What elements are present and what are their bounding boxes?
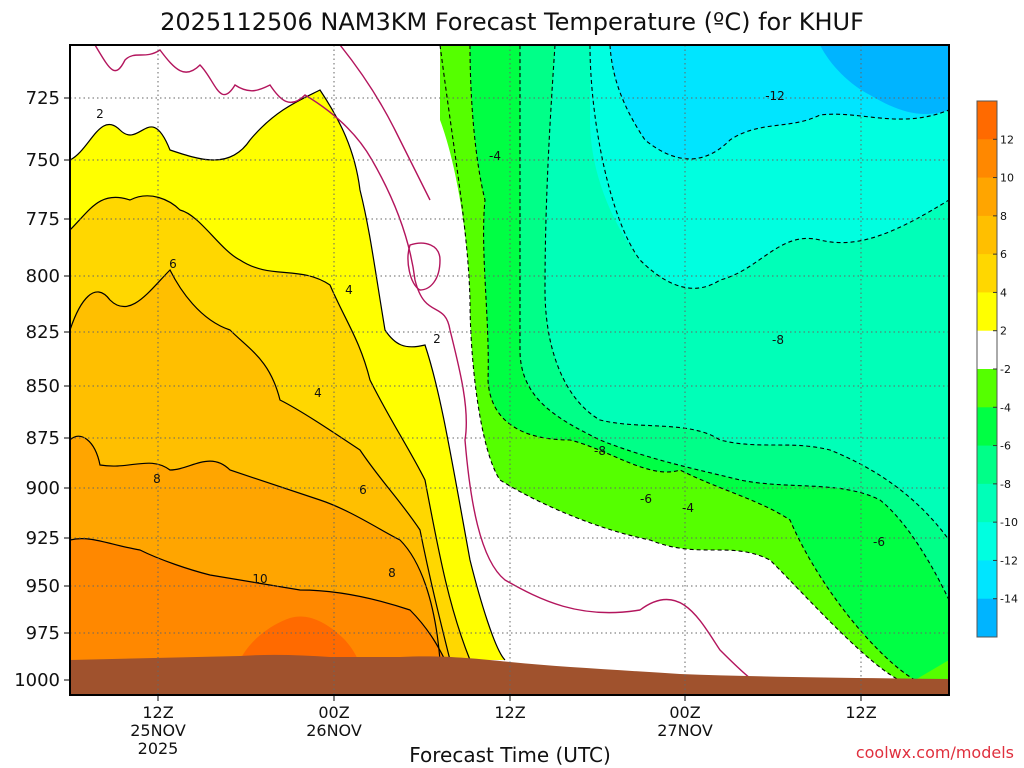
y-tick-label: 900: [26, 478, 60, 499]
colorbar-swatch: [977, 101, 997, 140]
contour-label: 4: [314, 386, 322, 400]
y-axis: 725 750 775 800 825 850 875 900 925 950 …: [14, 88, 70, 691]
cold-contours: [439, 45, 949, 684]
colorbar-swatch: [977, 445, 997, 485]
contour-label: -6: [873, 535, 885, 549]
y-tick-label: 1000: [14, 670, 60, 691]
colorbar-label: -10: [1000, 516, 1018, 529]
colorbar-swatch: [977, 407, 997, 447]
x-tick-label: 12Z: [845, 703, 876, 722]
colorbar-swatch: [977, 330, 997, 370]
colorbar-swatch: [977, 522, 997, 561]
y-tick-label: 825: [26, 322, 60, 343]
x-tick-label: 00Z: [318, 703, 349, 722]
contour-label: -8: [772, 333, 784, 347]
x-tick-date: 25NOV: [130, 721, 186, 740]
colorbar-swatch: [977, 139, 997, 179]
contour-label: 4: [345, 283, 353, 297]
y-tick-label: 950: [26, 576, 60, 597]
y-tick-label: 875: [26, 428, 60, 449]
colorbar-label: 12: [1000, 133, 1014, 146]
x-tick-date: 27NOV: [657, 721, 713, 740]
plot-area: [70, 45, 949, 695]
colorbar-swatch: [977, 483, 997, 523]
terrain-ground: [70, 654, 949, 695]
contour-label: 6: [169, 257, 177, 271]
credit-link[interactable]: coolwx.com/models: [856, 743, 1014, 762]
x-tick-date: 26NOV: [306, 721, 362, 740]
y-tick-label: 775: [26, 209, 60, 230]
fill-band-minus14: [820, 45, 949, 115]
chart-title: 2025112506 NAM3KM Forecast Temperature (…: [160, 8, 864, 36]
colorbar-swatch: [977, 254, 997, 293]
contour-label: -8: [594, 444, 606, 458]
contour-label: 10: [252, 572, 267, 586]
colorbar-label: -8: [1000, 478, 1011, 491]
colorbar-label: 2: [1000, 325, 1007, 338]
colorbar-swatch: [977, 369, 997, 408]
colorbar-label: -2: [1000, 363, 1011, 376]
zero-contours: [94, 45, 781, 695]
colorbar: 12 10 8 6 4 2 -2 -4 -6 -8 -10 -12 -14: [976, 100, 1018, 638]
x-tick-label: 00Z: [669, 703, 700, 722]
warm-contours: [70, 89, 506, 661]
y-tick-label: 850: [26, 376, 60, 397]
contour-label: 8: [388, 566, 396, 580]
contour-label: 8: [153, 472, 161, 486]
colorbar-label: -14: [1000, 593, 1018, 606]
colorbar-swatch: [977, 292, 997, 332]
y-tick-label: 800: [26, 266, 60, 287]
fill-band-10: [70, 538, 445, 660]
contour-label: -4: [489, 149, 501, 163]
colorbar-label: 6: [1000, 248, 1007, 261]
colorbar-label: 10: [1000, 172, 1014, 185]
fill-band-12: [240, 616, 358, 660]
contour-label: 2: [433, 332, 441, 346]
y-tick-label: 925: [26, 528, 60, 549]
contour-label: -4: [682, 501, 694, 515]
contour-label: -6: [640, 492, 652, 506]
contour-label: 6: [359, 483, 367, 497]
y-tick-label: 975: [26, 623, 60, 644]
colorbar-label: 4: [1000, 286, 1007, 299]
colorbar-label: -6: [1000, 440, 1011, 453]
y-tick-label: 750: [26, 150, 60, 171]
x-axis: 12Z 25NOV 2025 00Z 26NOV 12Z 00Z 27NOV 1…: [130, 695, 877, 758]
contour-label: 2: [96, 107, 104, 121]
colorbar-swatch: [977, 177, 997, 217]
x-tick-year: 2025: [138, 739, 179, 758]
colorbar-label: 8: [1000, 210, 1007, 223]
colorbar-label: -4: [1000, 401, 1011, 414]
colorbar-swatch: [977, 215, 997, 255]
x-tick-label: 12Z: [142, 703, 173, 722]
colorbar-swatch: [977, 560, 997, 600]
contour-label: -12: [765, 89, 785, 103]
x-axis-title: Forecast Time (UTC): [409, 743, 611, 767]
colorbar-label: -12: [1000, 554, 1018, 567]
contour-labels: 2 6 4 4 2 8 6 10 8 -4 -12 -8 -8 -6 -4 -6: [96, 89, 885, 586]
x-tick-label: 12Z: [494, 703, 525, 722]
colorbar-swatch: [977, 598, 997, 638]
grid-lines: [70, 45, 949, 695]
y-tick-label: 725: [26, 88, 60, 109]
